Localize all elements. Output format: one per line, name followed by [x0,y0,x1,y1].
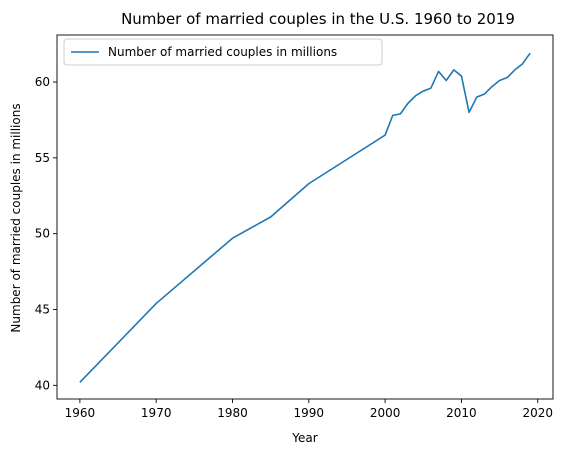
plot-frame [56,34,554,400]
chart-title: Number of married couples in the U.S. 19… [121,10,515,28]
plot-area [56,34,554,400]
x-tick-label: 1970 [141,406,172,420]
y-tick-label: 50 [35,227,50,241]
legend-box [63,38,383,66]
x-tick-label: 1990 [294,406,325,420]
x-tick-label: 1980 [217,406,248,420]
y-tick-label: 55 [35,151,50,165]
x-tick-label: 2010 [446,406,477,420]
y-axis-label: Number of married couples in millions [9,103,23,332]
y-axis-ticks: 40 45 50 55 60 [35,75,57,392]
series-line-0 [79,52,531,383]
y-tick-label: 45 [35,303,50,317]
y-tick-label: 60 [35,75,50,89]
y-tick-label: 40 [35,378,50,392]
x-axis-ticks: 1960 1970 1980 1990 2000 2010 2020 [65,399,553,420]
x-tick-label: 2000 [370,406,401,420]
legend: Number of married couples in millions [63,38,383,66]
legend-entry: Number of married couples in millions [108,45,337,59]
x-tick-label: 2020 [522,406,553,420]
x-tick-label: 1960 [65,406,96,420]
x-axis-label: Year [291,431,317,445]
